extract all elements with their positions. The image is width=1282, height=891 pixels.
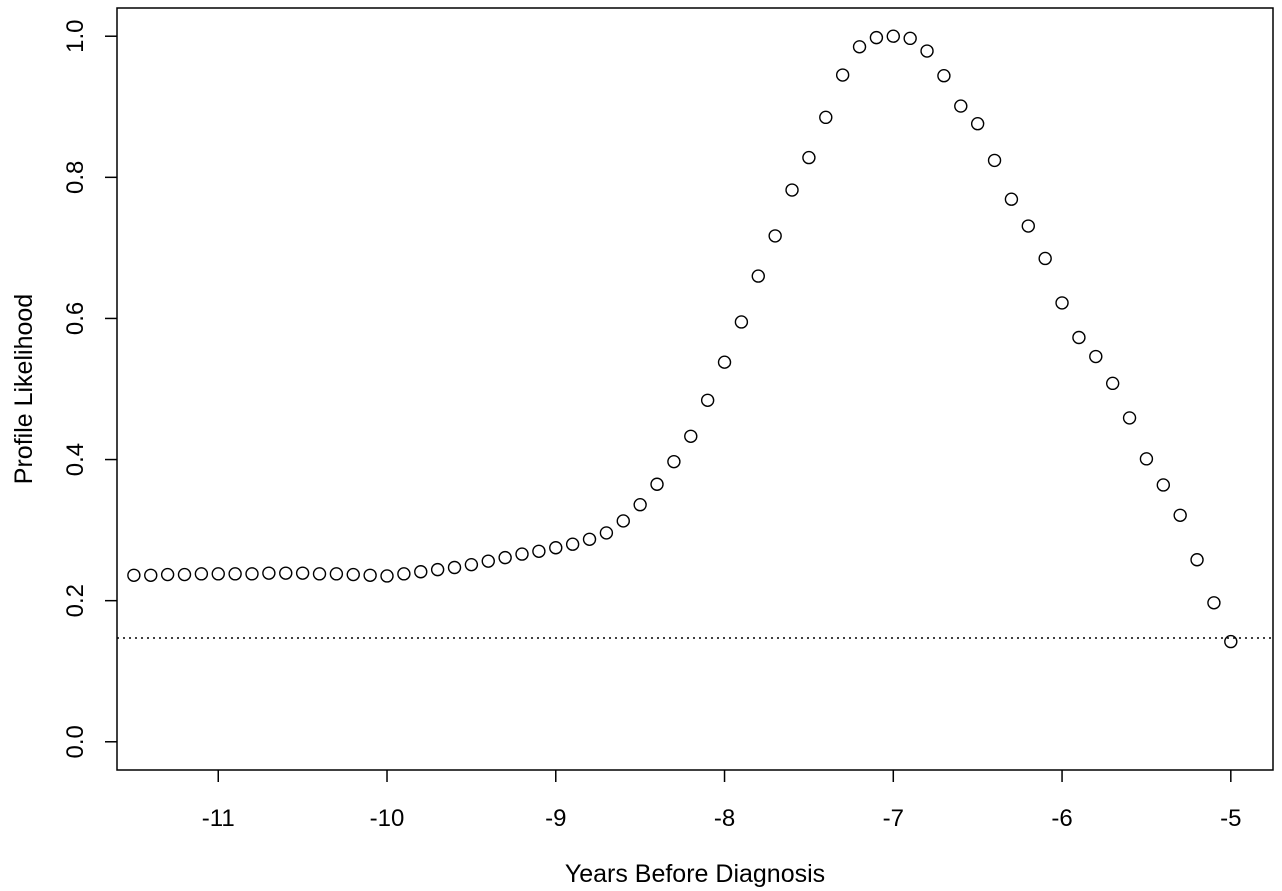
data-point — [262, 566, 276, 580]
y-tick-label: 1.0 — [62, 20, 89, 53]
x-tick-label: -8 — [714, 805, 735, 832]
x-tick-label: -6 — [1051, 805, 1072, 832]
data-point — [245, 567, 259, 581]
y-tick-label: 0.2 — [62, 584, 89, 617]
data-point — [886, 29, 900, 43]
data-point — [667, 454, 681, 469]
data-point — [194, 567, 209, 581]
data-point — [869, 30, 884, 45]
x-tick-label: -7 — [883, 805, 904, 832]
data-point — [700, 393, 715, 407]
data-point — [532, 544, 546, 558]
data-point — [785, 183, 799, 197]
data-point — [937, 69, 951, 83]
data-points — [127, 29, 1238, 649]
data-point — [228, 567, 242, 581]
data-point — [599, 526, 614, 540]
y-tick-label: 0.4 — [62, 443, 89, 476]
data-point — [295, 566, 310, 580]
x-tick-label: -9 — [545, 805, 566, 832]
data-point — [1105, 376, 1120, 391]
data-point — [447, 560, 462, 575]
data-point — [684, 429, 698, 443]
data-point — [363, 568, 377, 582]
y-tick-label: 0.8 — [62, 161, 89, 194]
data-point — [1038, 251, 1052, 266]
plot-frame — [116, 7, 1274, 771]
data-point — [430, 562, 445, 577]
data-point — [734, 315, 749, 329]
data-point — [1072, 330, 1086, 345]
y-tick-label: 0.6 — [62, 302, 89, 335]
data-point — [211, 567, 225, 581]
x-axis: -11 -10 -9 -8 -7 -6 -5 — [202, 770, 1241, 832]
data-point — [1156, 478, 1171, 492]
data-point — [819, 110, 833, 125]
data-point — [1224, 634, 1238, 649]
data-point — [987, 153, 1002, 168]
y-axis: 0.0 0.2 0.4 0.6 0.8 1.0 — [62, 20, 117, 758]
data-point — [768, 229, 782, 243]
data-point — [515, 547, 529, 561]
data-point — [1089, 349, 1103, 364]
data-point — [414, 565, 428, 579]
data-point — [633, 498, 647, 512]
data-point — [1055, 296, 1069, 310]
data-point — [1122, 411, 1137, 425]
data-point — [1173, 508, 1187, 522]
data-point — [1190, 553, 1204, 567]
data-point — [329, 567, 344, 581]
data-point — [1139, 452, 1154, 466]
y-tick-label: 0.0 — [62, 725, 89, 758]
x-axis-title: Years Before Diagnosis — [565, 860, 825, 888]
data-point — [397, 567, 411, 581]
data-point — [852, 40, 867, 54]
data-point — [717, 355, 732, 369]
data-point — [498, 550, 512, 565]
data-point — [1207, 596, 1221, 610]
data-point — [802, 150, 816, 165]
data-point — [1004, 192, 1019, 206]
data-point — [380, 569, 394, 583]
data-point — [144, 568, 158, 582]
data-point — [970, 117, 985, 131]
x-tick-label: -10 — [370, 805, 405, 832]
data-point — [920, 44, 934, 58]
data-point — [903, 31, 917, 46]
data-point — [616, 514, 630, 528]
data-point — [464, 557, 479, 572]
data-point — [160, 567, 175, 582]
data-point — [346, 567, 360, 582]
x-tick-label: -5 — [1220, 805, 1241, 832]
data-point — [954, 99, 968, 113]
data-point — [549, 541, 563, 555]
data-point — [751, 269, 765, 283]
data-point — [279, 566, 293, 580]
data-point — [565, 537, 580, 551]
data-point — [1021, 219, 1035, 233]
data-point — [312, 567, 327, 581]
data-point — [650, 477, 664, 491]
x-tick-label: -11 — [202, 805, 235, 832]
data-point — [481, 554, 495, 568]
y-axis-title: Profile Likelihood — [10, 294, 38, 484]
data-point — [835, 68, 850, 82]
data-point — [582, 532, 597, 546]
data-point — [177, 567, 192, 582]
data-point — [127, 568, 141, 582]
